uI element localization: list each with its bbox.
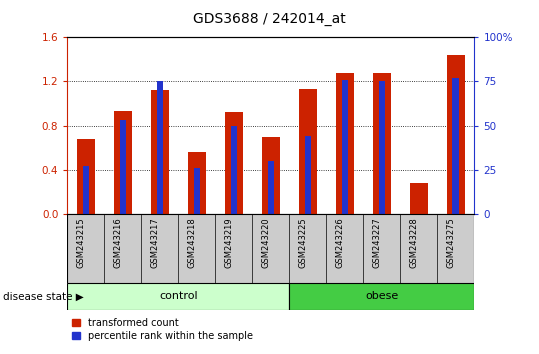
- Text: GSM243216: GSM243216: [114, 218, 123, 268]
- Text: GSM243218: GSM243218: [188, 218, 197, 268]
- Bar: [267, 161, 274, 214]
- Bar: [305, 136, 311, 214]
- Text: GSM243225: GSM243225: [299, 218, 308, 268]
- Bar: [231, 126, 237, 214]
- Bar: [299, 89, 317, 214]
- Bar: [410, 183, 428, 214]
- Legend: transformed count, percentile rank within the sample: transformed count, percentile rank withi…: [72, 318, 253, 341]
- Text: GDS3688 / 242014_at: GDS3688 / 242014_at: [193, 12, 346, 27]
- Bar: [194, 168, 200, 214]
- Text: control: control: [159, 291, 198, 302]
- Text: GSM243220: GSM243220: [262, 218, 271, 268]
- Bar: [225, 113, 243, 214]
- Text: obese: obese: [365, 291, 398, 302]
- FancyBboxPatch shape: [289, 283, 474, 310]
- Text: GSM243219: GSM243219: [225, 218, 234, 268]
- Bar: [342, 80, 348, 214]
- Text: GSM243227: GSM243227: [373, 218, 382, 268]
- Bar: [336, 73, 354, 214]
- Text: GSM243215: GSM243215: [77, 218, 86, 268]
- Bar: [150, 90, 169, 214]
- Text: GSM243275: GSM243275: [447, 218, 456, 268]
- Bar: [447, 55, 465, 214]
- Bar: [372, 73, 391, 214]
- Bar: [120, 120, 126, 214]
- Bar: [114, 111, 132, 214]
- FancyBboxPatch shape: [67, 283, 289, 310]
- Bar: [82, 166, 89, 214]
- Bar: [188, 152, 206, 214]
- Bar: [77, 139, 95, 214]
- Text: disease state ▶: disease state ▶: [3, 291, 84, 302]
- Bar: [378, 81, 385, 214]
- Text: GSM243217: GSM243217: [151, 218, 160, 268]
- Bar: [261, 137, 280, 214]
- Bar: [156, 81, 163, 214]
- Text: GSM243226: GSM243226: [336, 218, 345, 268]
- Bar: [453, 78, 459, 214]
- Text: GSM243228: GSM243228: [410, 218, 419, 268]
